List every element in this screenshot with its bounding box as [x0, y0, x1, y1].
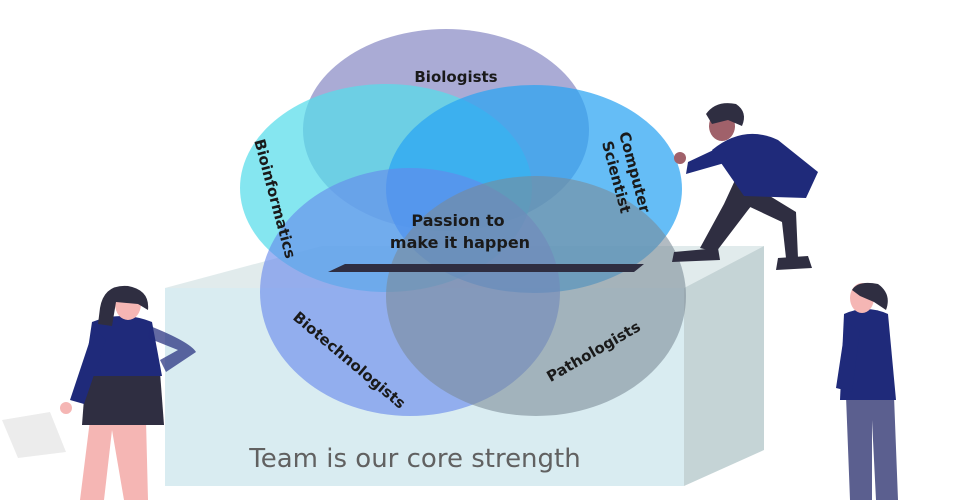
woman-left-illustration	[2, 285, 196, 500]
man-arm	[686, 146, 728, 174]
man-torso	[712, 133, 818, 198]
center-line-2: make it happen	[390, 233, 530, 252]
tagline: Team is our core strength	[248, 444, 580, 474]
woman-skirt	[82, 372, 164, 425]
person-legs	[846, 396, 898, 500]
woman-arm-right	[148, 326, 196, 372]
man-back-leg	[748, 190, 798, 258]
label-biologists: Biologists	[414, 68, 497, 86]
circle-pathologists	[386, 176, 686, 416]
woman-legs	[80, 420, 148, 500]
man-shoe-back	[776, 256, 812, 270]
woman-hand	[60, 402, 72, 414]
center-line-1: Passion to	[411, 211, 504, 230]
man-hand	[674, 152, 686, 164]
box-slot	[328, 264, 644, 272]
person-arm	[836, 322, 860, 392]
venn-diagram	[240, 29, 686, 416]
person-hair	[852, 282, 888, 310]
man-shoe-front	[672, 248, 720, 262]
paper-sheet	[2, 412, 66, 458]
woman-torso	[84, 316, 162, 376]
woman-arm-left	[70, 328, 106, 404]
woman-hair	[98, 285, 149, 326]
man-front-leg	[700, 178, 764, 252]
box-side-face	[684, 246, 764, 486]
man-hair	[706, 103, 744, 126]
man-climbing-illustration	[672, 103, 818, 270]
person-right-illustration	[836, 282, 898, 500]
